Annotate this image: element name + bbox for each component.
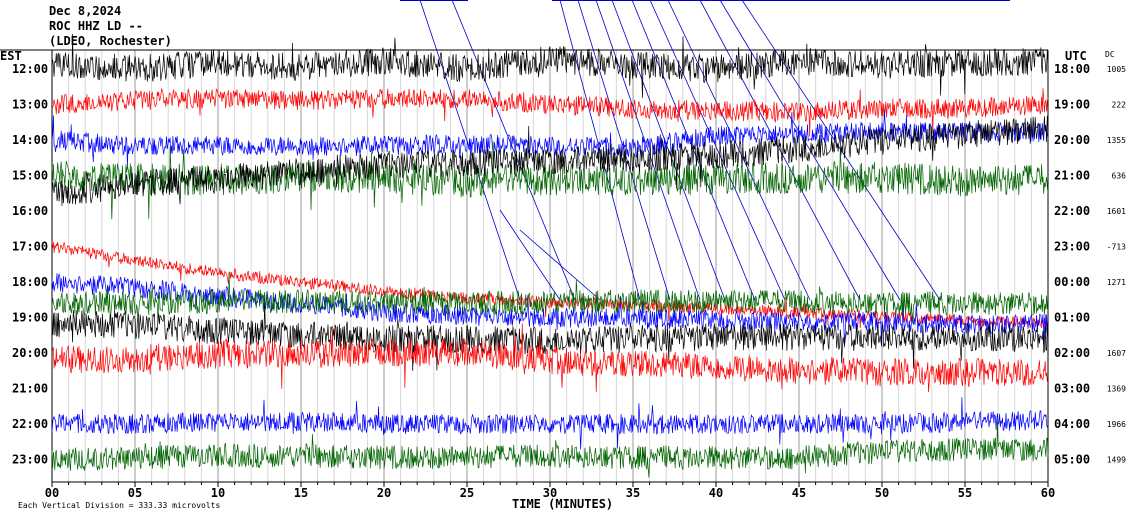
trace-1900 (51, 271, 1049, 326)
header-network: (LDEO, Rochester) (49, 34, 172, 48)
est-label: 13:00 (12, 98, 48, 112)
utc-label: 03:00 (1054, 382, 1090, 396)
x-tick-labels: 00 05 10 15 20 25 30 35 40 45 50 55 60 (45, 486, 1055, 500)
utc-label: 01:00 (1054, 311, 1090, 325)
x-tick-label: 20 (377, 486, 391, 500)
event-line (699, 0, 861, 301)
x-tick-label: 40 (709, 486, 723, 500)
dc-label: 1607 (1107, 349, 1126, 358)
est-label: 17:00 (12, 240, 48, 254)
trace-1400 (51, 109, 1049, 167)
trace-2100 (51, 323, 1049, 393)
trace-1300 (51, 88, 1049, 137)
utc-label: 18:00 (1054, 62, 1090, 76)
x-axis-title: TIME (MINUTES) (512, 497, 613, 511)
seismic-traces (51, 33, 1049, 478)
x-tick-label: 30 (543, 486, 557, 500)
dc-offset-labels: 1005 222 1355 636 1601 -713 1271 1607 1369 1966 14… (1107, 65, 1126, 465)
trace-2200 (51, 397, 1049, 450)
trace-1200 (51, 33, 1049, 99)
est-label: 15:00 (12, 169, 48, 183)
utc-axis-title: UTC (1065, 49, 1087, 63)
trace-1600 (51, 115, 1049, 206)
est-label: 14:00 (12, 133, 48, 147)
x-tick-label: 15 (294, 486, 308, 500)
dc-label: 1271 (1107, 278, 1126, 287)
utc-label: 21:00 (1054, 169, 1090, 183)
trace-2000 (51, 297, 1049, 371)
event-line (595, 0, 701, 301)
dc-label: 636 (1112, 172, 1127, 181)
est-label: 12:00 (12, 62, 48, 76)
x-tick-label: 10 (211, 486, 225, 500)
dc-label: 222 (1112, 101, 1127, 110)
utc-label: 00:00 (1054, 275, 1090, 289)
grid-lines (68, 50, 1032, 482)
est-label: 18:00 (12, 275, 48, 289)
event-line (451, 0, 576, 301)
x-tick-label: 55 (958, 486, 972, 500)
scale-note: Each Vertical Division = 333.33 microvol… (18, 501, 220, 510)
est-label: 21:00 (12, 382, 48, 396)
est-label: 22:00 (12, 417, 48, 431)
utc-hour-labels: 18:00 19:00 20:00 21:00 22:00 23:00 00:00 01:00… (1054, 62, 1090, 467)
dc-label: 1355 (1107, 136, 1126, 145)
x-tick-label: 45 (792, 486, 806, 500)
dc-label: 1369 (1107, 385, 1126, 394)
est-label: 16:00 (12, 204, 48, 218)
utc-label: 19:00 (1054, 98, 1090, 112)
header-station: ROC HHZ LD -- (49, 19, 143, 33)
utc-label: 23:00 (1054, 240, 1090, 254)
est-axis-title: EST (0, 49, 22, 63)
trace-1500 (51, 141, 1049, 220)
dc-label: 1601 (1107, 207, 1126, 216)
dc-label: 1005 (1107, 65, 1126, 74)
x-tick-label: 50 (875, 486, 889, 500)
est-hour-labels: 12:00 13:00 14:00 15:00 16:00 17:00 18:00 19:00… (12, 62, 48, 467)
x-tick-label: 05 (128, 486, 142, 500)
dc-axis-title: DC (1105, 50, 1115, 59)
x-tick-label: 35 (626, 486, 640, 500)
event-line (719, 0, 901, 301)
utc-label: 02:00 (1054, 346, 1090, 360)
trace-1700 (51, 241, 1049, 331)
event-line (519, 229, 601, 301)
dc-label: 1499 (1107, 456, 1126, 465)
est-label: 23:00 (12, 453, 48, 467)
event-line (649, 0, 786, 301)
event-line (499, 209, 561, 301)
x-tick-label: 60 (1041, 486, 1055, 500)
utc-label: 20:00 (1054, 133, 1090, 147)
est-label: 19:00 (12, 311, 48, 325)
x-tick-label: 25 (460, 486, 474, 500)
est-label: 20:00 (12, 346, 48, 360)
utc-label: 22:00 (1054, 204, 1090, 218)
utc-label: 05:00 (1054, 453, 1090, 467)
utc-label: 04:00 (1054, 417, 1090, 431)
trace-2300 (51, 418, 1049, 478)
dc-label: 1966 (1107, 420, 1126, 429)
x-tick-label: 00 (45, 486, 59, 500)
dc-label: -713 (1107, 243, 1126, 252)
header-date: Dec 8,2024 (49, 4, 122, 18)
